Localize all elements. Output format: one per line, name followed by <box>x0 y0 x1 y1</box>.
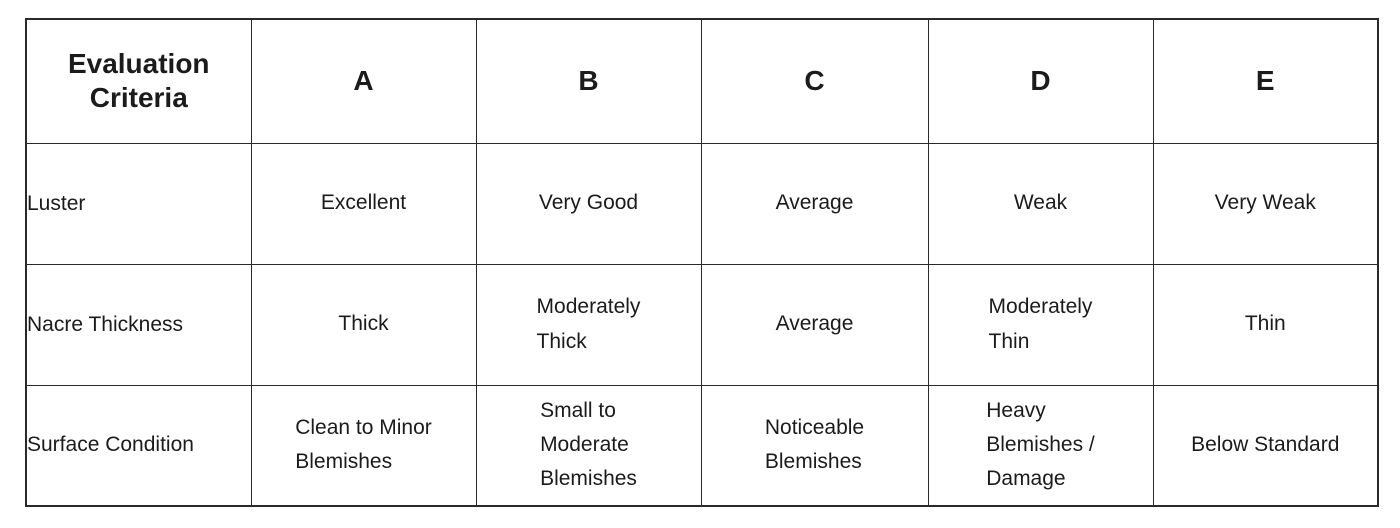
nacre-grade-e-cell: Thin <box>1152 263 1379 386</box>
nacre-grade-d-cell: Moderately Thin <box>927 263 1154 386</box>
surface-grade-d-cell: Heavy Blemishes / Damage <box>927 384 1154 507</box>
cell-text: Thick <box>338 312 389 336</box>
header-cell-grade-e: E <box>1152 18 1379 144</box>
surface-grade-a-cell: Clean to Minor Blemishes <box>250 384 477 507</box>
nacre-grade-c-cell: Average <box>700 263 929 386</box>
luster-grade-c-cell: Average <box>700 142 929 265</box>
cell-text: Clean to Minor Blemishes <box>295 416 432 474</box>
nacre-thickness-row: Nacre Thickness Thick Moderately Thick A… <box>25 263 1379 386</box>
luster-grade-a-cell: Excellent <box>250 142 477 265</box>
luster-grade-e-cell: Very Weak <box>1152 142 1379 265</box>
header-cell-grade-c: C <box>700 18 929 144</box>
nacre-grade-b-cell: Moderately Thick <box>475 263 702 386</box>
cell-text: Small to Moderate Blemishes <box>540 399 637 491</box>
cell-text: Below Standard <box>1191 433 1340 457</box>
nacre-grade-a-cell: Thick <box>250 263 477 386</box>
evaluation-criteria-table: Evaluation Criteria A B C D E Luster Exc… <box>25 18 1379 507</box>
cell-text: Weak <box>1013 191 1068 215</box>
cell-text: Excellent <box>320 191 407 215</box>
cell-text: Thin <box>1244 312 1286 336</box>
luster-grade-d-cell: Weak <box>927 142 1154 265</box>
header-cell-grade-a: A <box>250 18 477 144</box>
luster-grade-b-cell: Very Good <box>475 142 702 265</box>
header-cell-evaluation-criteria: Evaluation Criteria <box>25 18 252 144</box>
luster-row: Luster Excellent Very Good Average Weak … <box>25 142 1379 265</box>
surface-grade-b-cell: Small to Moderate Blemishes <box>475 384 702 507</box>
cell-text: Noticeable Blemishes <box>764 416 865 474</box>
criterion-label-luster: Luster <box>25 142 252 265</box>
criterion-label-surface-condition: Surface Condition <box>25 384 252 507</box>
surface-grade-c-cell: Noticeable Blemishes <box>700 384 929 507</box>
cell-text: Moderately Thick <box>536 295 641 353</box>
cell-text: Moderately Thin <box>988 295 1093 353</box>
surface-grade-e-cell: Below Standard <box>1152 384 1379 507</box>
surface-condition-row: Surface Condition Clean to Minor Blemish… <box>25 384 1379 507</box>
header-cell-grade-b: B <box>475 18 702 144</box>
cell-text: Very Good <box>538 191 639 215</box>
cell-text: Average <box>775 191 854 215</box>
cell-text: Very Weak <box>1214 191 1316 215</box>
header-cell-grade-d: D <box>927 18 1154 144</box>
criterion-label-nacre-thickness: Nacre Thickness <box>25 263 252 386</box>
header-row: Evaluation Criteria A B C D E <box>25 18 1379 144</box>
cell-text: Heavy Blemishes / Damage <box>986 399 1095 491</box>
cell-text: Average <box>775 312 854 336</box>
